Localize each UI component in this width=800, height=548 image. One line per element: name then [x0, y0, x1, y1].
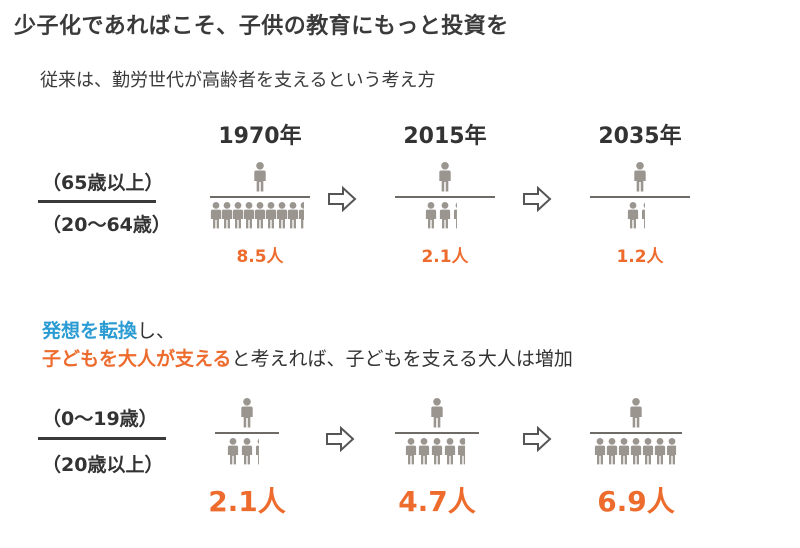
- person-icon: [444, 438, 456, 465]
- person-icon: [606, 438, 618, 465]
- message-highlight-1: 発想を転換: [42, 320, 138, 342]
- person-icon: [641, 202, 645, 229]
- person-icon: [666, 438, 677, 465]
- person-icon: [457, 438, 466, 465]
- year-2035: 2035年: [598, 124, 682, 149]
- page-title: 少子化であればこそ、子供の教育にもっと投資を: [14, 14, 509, 39]
- message-line-2: 子どもを大人が支えると考えれば、子どもを支える大人は増加: [42, 344, 573, 371]
- person-icon: [418, 438, 430, 465]
- person-icon: [265, 202, 277, 229]
- bottom-figure-3: [590, 396, 682, 476]
- top-figure-2035: [590, 160, 690, 240]
- person-icon: [241, 398, 253, 428]
- bottom-value-1: 2.1人: [208, 485, 286, 518]
- bottom-figure-1: [215, 396, 279, 476]
- person-icon: [439, 202, 451, 229]
- person-icon: [425, 202, 437, 229]
- person-icon: [298, 202, 305, 229]
- person-icon: [210, 202, 222, 229]
- support-line: [590, 196, 690, 198]
- person-icon: [634, 162, 646, 192]
- bottom-value-3: 6.9人: [597, 485, 675, 518]
- bottom-ratio-denominator: （20歳以上）: [42, 454, 164, 476]
- person-icon: [221, 202, 233, 229]
- top-value-2015: 2.1人: [421, 247, 469, 267]
- person-icon: [627, 202, 639, 229]
- top-ratio-numerator: （65歳以上）: [42, 172, 164, 194]
- person-icon: [431, 398, 443, 428]
- bottom-value-2: 4.7人: [398, 485, 476, 518]
- support-line: [215, 432, 279, 434]
- year-1970: 1970年: [218, 124, 302, 149]
- arrow-right-icon: [326, 425, 355, 453]
- subtitle: 従来は、勤労世代が高齢者を支えるという考え方: [40, 70, 436, 91]
- top-ratio-divider: [38, 200, 156, 203]
- top-figure-1970: [210, 160, 310, 240]
- support-line: [395, 196, 495, 198]
- message-highlight-2: 子どもを大人が支える: [42, 348, 232, 370]
- person-icon: [594, 438, 606, 465]
- top-ratio-denominator: （20～64歳）: [42, 214, 171, 236]
- message-rest-2: と考えれば、子どもを支える大人は増加: [231, 348, 573, 370]
- arrow-right-icon: [523, 425, 552, 453]
- year-2015: 2015年: [403, 124, 487, 149]
- person-icon: [255, 438, 259, 465]
- top-value-2035: 1.2人: [616, 247, 664, 267]
- person-icon: [642, 438, 654, 465]
- bottom-ratio-numerator: （0～19歳）: [42, 408, 158, 430]
- support-line: [210, 196, 310, 198]
- person-icon: [243, 202, 255, 229]
- top-value-1970: 8.5人: [236, 247, 284, 267]
- person-icon: [431, 438, 443, 465]
- person-icon: [630, 438, 642, 465]
- person-icon: [439, 162, 451, 192]
- person-icon: [254, 202, 266, 229]
- person-icon: [254, 162, 266, 192]
- person-icon: [232, 202, 244, 229]
- person-icon: [618, 438, 630, 465]
- support-line: [590, 432, 682, 434]
- person-icon: [241, 438, 253, 465]
- person-icon: [405, 438, 417, 465]
- support-line: [395, 432, 479, 434]
- bottom-ratio-divider: [38, 437, 166, 440]
- bottom-figure-2: [395, 396, 479, 476]
- person-icon: [654, 438, 666, 465]
- message-line-1: 発想を転換し、: [42, 316, 175, 343]
- person-icon: [453, 202, 457, 229]
- top-figure-2015: [395, 160, 495, 240]
- person-icon: [276, 202, 288, 229]
- person-icon: [227, 438, 239, 465]
- person-icon: [630, 398, 642, 428]
- arrow-right-icon: [523, 185, 552, 213]
- person-icon: [287, 202, 299, 229]
- message-rest-1: し、: [137, 320, 176, 342]
- arrow-right-icon: [328, 185, 357, 213]
